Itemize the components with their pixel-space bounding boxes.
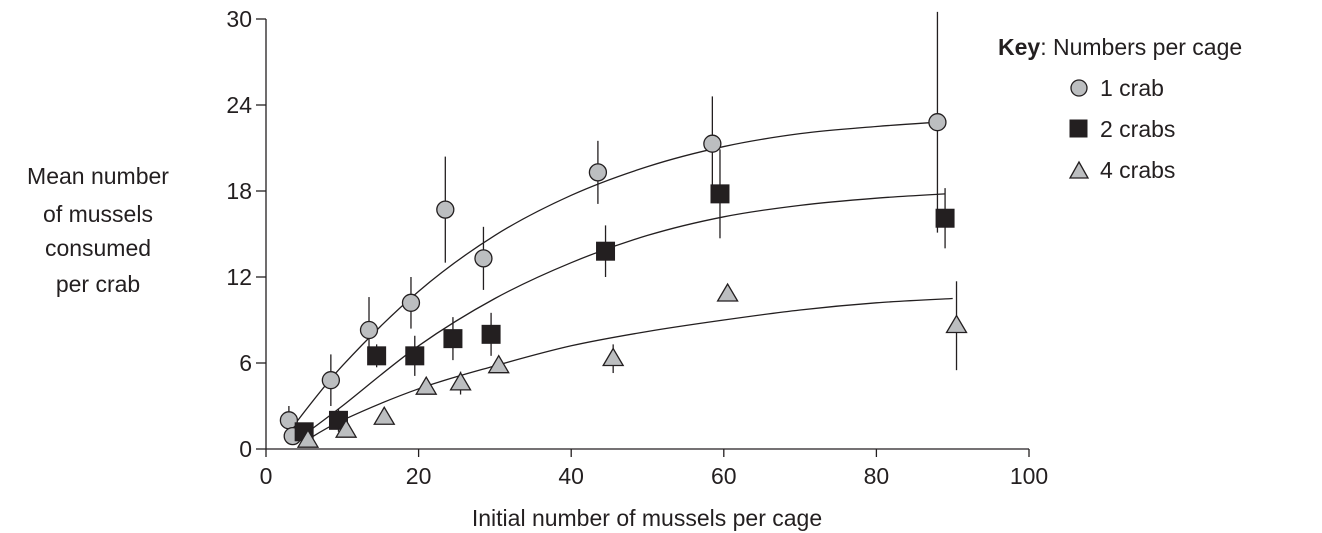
legend: Key: Numbers per cage 1 crab 2 crabs 4 c… bbox=[998, 34, 1242, 183]
data-point-circle bbox=[588, 163, 608, 182]
data-point-square bbox=[935, 208, 955, 228]
legend-square-icon bbox=[1069, 119, 1088, 138]
y-axis-label: Mean number of mussels consumed per crab bbox=[27, 163, 169, 297]
data-point-triangle bbox=[373, 405, 396, 425]
y-ticks: 0 6 12 18 24 30 bbox=[226, 6, 266, 462]
data-point-triangle bbox=[296, 428, 320, 448]
x-tick-label: 60 bbox=[711, 463, 737, 489]
legend-label-2-crabs: 2 crabs bbox=[1100, 116, 1175, 142]
fit-curve-series-2 bbox=[303, 193, 946, 436]
x-tick-label: 100 bbox=[1010, 463, 1048, 489]
y-tick-label: 12 bbox=[226, 264, 252, 290]
data-point-circle bbox=[703, 134, 722, 153]
data-point-square bbox=[405, 346, 425, 366]
x-tick-label: 20 bbox=[406, 463, 432, 489]
x-tick-label: 40 bbox=[558, 463, 584, 489]
y-tick-label: 24 bbox=[226, 92, 252, 118]
legend-label-4-crabs: 4 crabs bbox=[1100, 157, 1175, 183]
legend-triangle-icon bbox=[1068, 160, 1090, 179]
x-ticks: 0 20 40 60 80 100 bbox=[260, 449, 1048, 489]
y-axis-label-line-3: consumed bbox=[45, 235, 151, 261]
data-point-triangle bbox=[716, 282, 739, 302]
data-point-circle bbox=[321, 371, 341, 390]
y-tick-label: 0 bbox=[239, 436, 252, 462]
data-point-circle bbox=[401, 293, 421, 312]
x-axis-label: Initial number of mussels per cage bbox=[472, 505, 822, 531]
y-axis-label-line-2: of mussels bbox=[43, 201, 153, 227]
legend-label-1-crab: 1 crab bbox=[1100, 75, 1164, 101]
y-tick-label: 30 bbox=[226, 6, 252, 32]
y-axis-label-line-4: per crab bbox=[56, 271, 140, 297]
error-bars bbox=[288, 11, 958, 435]
data-point-circle bbox=[359, 320, 379, 340]
data-point-triangle bbox=[449, 371, 472, 391]
data-point-triangle bbox=[334, 418, 358, 438]
fit-curves bbox=[288, 121, 953, 443]
x-tick-label: 80 bbox=[864, 463, 890, 489]
data-point-square bbox=[710, 184, 730, 204]
data-point-triangle bbox=[415, 375, 438, 395]
data-point-square bbox=[367, 346, 387, 366]
y-tick-label: 18 bbox=[226, 178, 252, 204]
data-point-circle bbox=[474, 249, 493, 268]
data-markers bbox=[279, 113, 968, 448]
data-point-triangle bbox=[602, 347, 625, 367]
x-tick-label: 0 bbox=[260, 463, 273, 489]
data-point-triangle bbox=[487, 354, 510, 374]
legend-circle-icon bbox=[1070, 79, 1088, 97]
data-point-square bbox=[443, 329, 463, 349]
legend-title: Key: Numbers per cage bbox=[998, 34, 1242, 60]
data-point-square bbox=[481, 324, 501, 344]
legend-title-key: Key bbox=[998, 34, 1040, 60]
fit-curve-series-3 bbox=[303, 297, 953, 443]
fit-curve-series-1 bbox=[288, 121, 938, 433]
data-point-triangle bbox=[945, 314, 968, 334]
y-tick-label: 6 bbox=[239, 350, 252, 376]
y-axis-label-line-1: Mean number bbox=[27, 163, 169, 189]
legend-title-rest: : Numbers per cage bbox=[1040, 34, 1242, 60]
data-point-square bbox=[596, 241, 616, 261]
data-point-circle bbox=[436, 200, 455, 219]
data-point-circle bbox=[928, 113, 947, 132]
